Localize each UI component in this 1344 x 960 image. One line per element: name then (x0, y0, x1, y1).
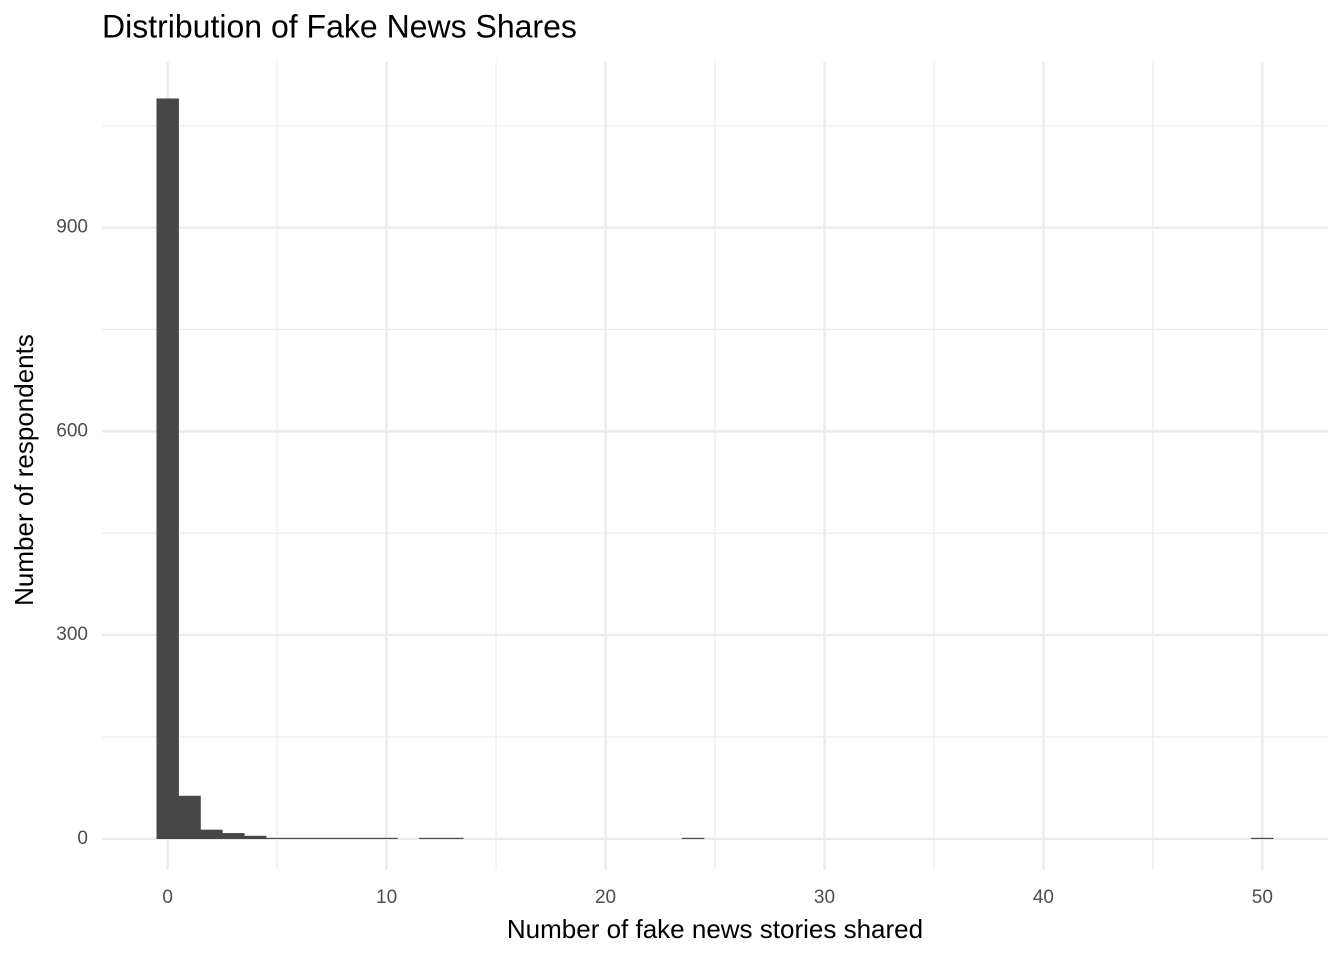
x-tick-label: 50 (1252, 887, 1273, 908)
x-axis-title: Number of fake news stories shared (507, 914, 923, 944)
bar (353, 837, 376, 840)
y-tick-label: 0 (77, 828, 88, 849)
bar (244, 835, 267, 840)
bar (419, 837, 442, 840)
y-tick-label: 300 (56, 624, 88, 645)
x-tick-label: 0 (162, 887, 173, 908)
bar (681, 837, 705, 840)
bar (375, 837, 398, 840)
bar (265, 837, 289, 840)
y-axis-title: Number of respondents (9, 334, 39, 606)
bar (156, 98, 179, 840)
x-tick-label: 30 (814, 887, 835, 908)
x-tick-label: 20 (595, 887, 616, 908)
bar (331, 837, 355, 840)
x-tick-label: 10 (376, 887, 397, 908)
y-tick-label: 600 (56, 420, 88, 441)
bar (200, 829, 223, 840)
bar (441, 837, 464, 840)
bar (309, 837, 333, 840)
bar (178, 795, 201, 840)
bar (1251, 837, 1274, 840)
y-tick-label: 900 (56, 217, 88, 238)
x-tick-label: 40 (1033, 887, 1054, 908)
bar (287, 837, 311, 840)
bar (222, 833, 245, 840)
chart-title: Distribution of Fake News Shares (102, 8, 577, 44)
